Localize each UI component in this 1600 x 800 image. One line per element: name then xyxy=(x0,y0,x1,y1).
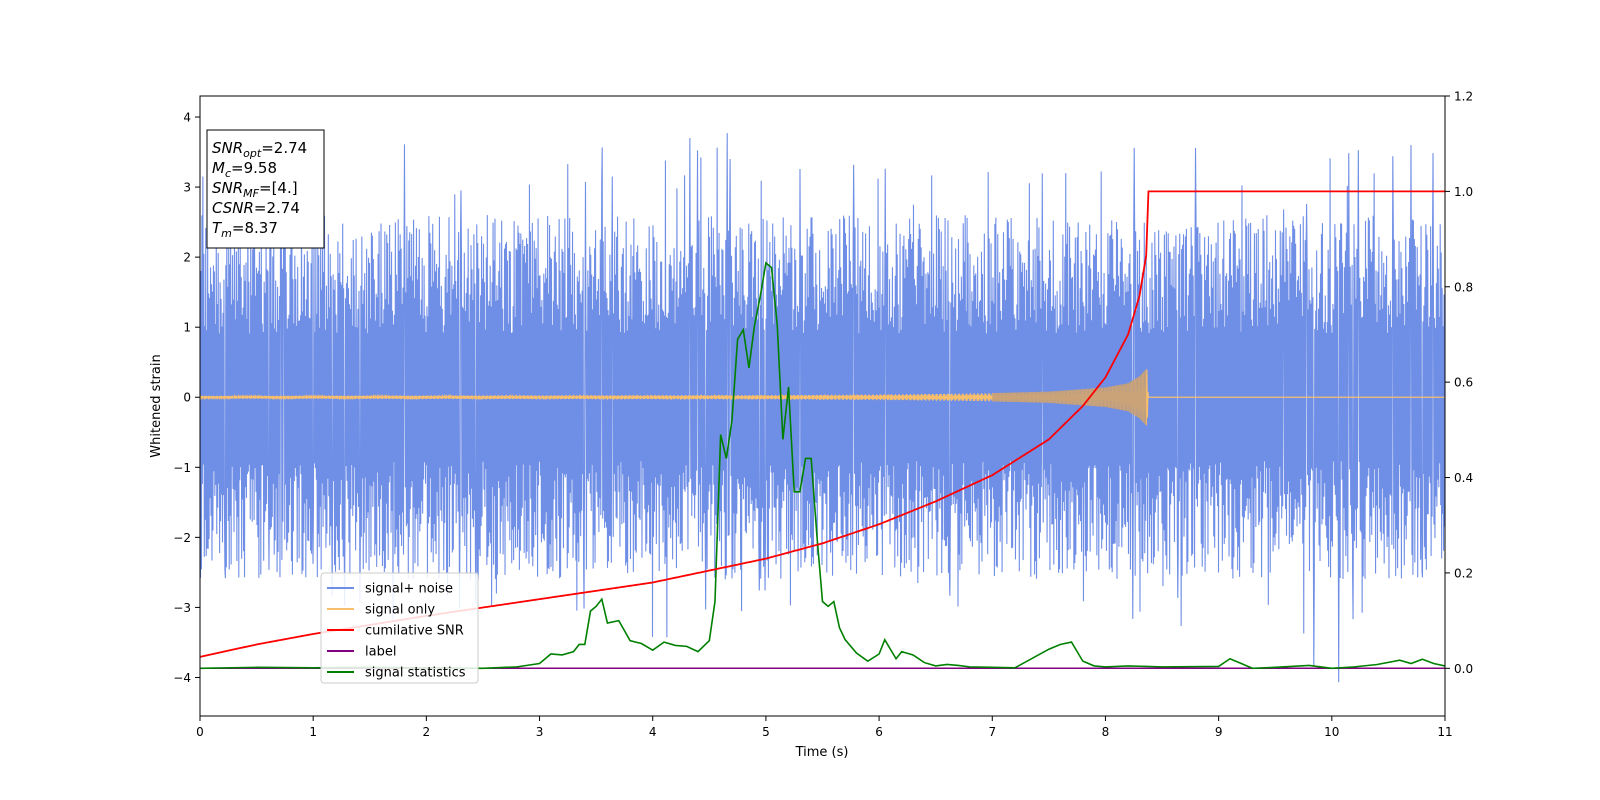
x-tick-label: 7 xyxy=(988,725,996,739)
y-tick-label: 4 xyxy=(183,111,191,125)
y-tick-label: 2 xyxy=(183,251,191,265)
y-axis-left: −4 −3 −2 −1 0 1 2 3 4 xyxy=(173,111,200,685)
plot-frame xyxy=(199,95,1446,717)
legend-label: signal only xyxy=(365,603,435,618)
y-tick-label: −1 xyxy=(173,461,191,475)
signal-noise-line xyxy=(200,133,1445,683)
signal-chirp-envelope xyxy=(992,369,1147,426)
y2-tick-label: 0.2 xyxy=(1454,566,1473,580)
x-tick-label: 5 xyxy=(762,725,770,739)
x-tick-label: 2 xyxy=(423,725,431,739)
y-tick-label: −2 xyxy=(173,531,191,545)
x-tick-label: 11 xyxy=(1437,725,1452,739)
y2-tick-label: 0.8 xyxy=(1454,280,1473,294)
legend-label: signal+ noise xyxy=(365,582,453,597)
y2-tick-label: 0.6 xyxy=(1454,376,1473,390)
legend-label: signal statistics xyxy=(365,666,466,681)
y-tick-label: −4 xyxy=(173,671,191,685)
y-tick-label: 0 xyxy=(183,391,191,405)
x-tick-label: 0 xyxy=(196,725,204,739)
annotation-frame xyxy=(206,129,325,249)
annotation-line: SNRMF=[4.] xyxy=(212,179,298,200)
y2-tick-label: 0.0 xyxy=(1454,662,1473,676)
legend-frame xyxy=(320,572,479,684)
x-axis-label: Time (s) xyxy=(795,745,849,760)
signal-only-series xyxy=(200,369,1445,426)
y2-tick-label: 0.4 xyxy=(1454,471,1473,485)
legend-label: cumilative SNR xyxy=(365,624,464,639)
x-tick-label: 8 xyxy=(1102,725,1110,739)
y-axis-label: Whitened strain xyxy=(149,354,164,457)
x-tick-label: 3 xyxy=(536,725,544,739)
y2-tick-label: 1.2 xyxy=(1454,90,1473,104)
annotation-line: Tm=8.37 xyxy=(212,219,278,240)
signal-statistics-line xyxy=(200,261,1445,670)
annotation-line: SNRopt=2.74 xyxy=(212,139,307,160)
x-tick-label: 1 xyxy=(309,725,317,739)
x-tick-label: 10 xyxy=(1324,725,1339,739)
y2-tick-label: 1.0 xyxy=(1454,185,1473,199)
annotation-line: Mc=9.58 xyxy=(212,159,277,180)
legend: signal+ noise signal only cumilative SNR la… xyxy=(320,572,479,684)
y-tick-label: −3 xyxy=(173,601,191,615)
annotation-line: CSNR=2.74 xyxy=(212,199,300,217)
x-tick-label: 6 xyxy=(875,725,883,739)
signal-statistics-series xyxy=(200,261,1445,670)
y-tick-label: 3 xyxy=(183,181,191,195)
legend-label: label xyxy=(365,645,396,660)
y-tick-label: 1 xyxy=(183,321,191,335)
signal-only-line xyxy=(200,369,1445,426)
signal-noise-series xyxy=(200,133,1445,683)
x-tick-label: 9 xyxy=(1215,725,1223,739)
x-tick-label: 4 xyxy=(649,725,657,739)
x-axis: 0 1 2 3 4 5 6 7 8 9 10 11 xyxy=(196,716,1453,739)
y-axis-right: 0.0 0.2 0.4 0.6 0.8 1.0 1.2 xyxy=(1445,90,1473,676)
